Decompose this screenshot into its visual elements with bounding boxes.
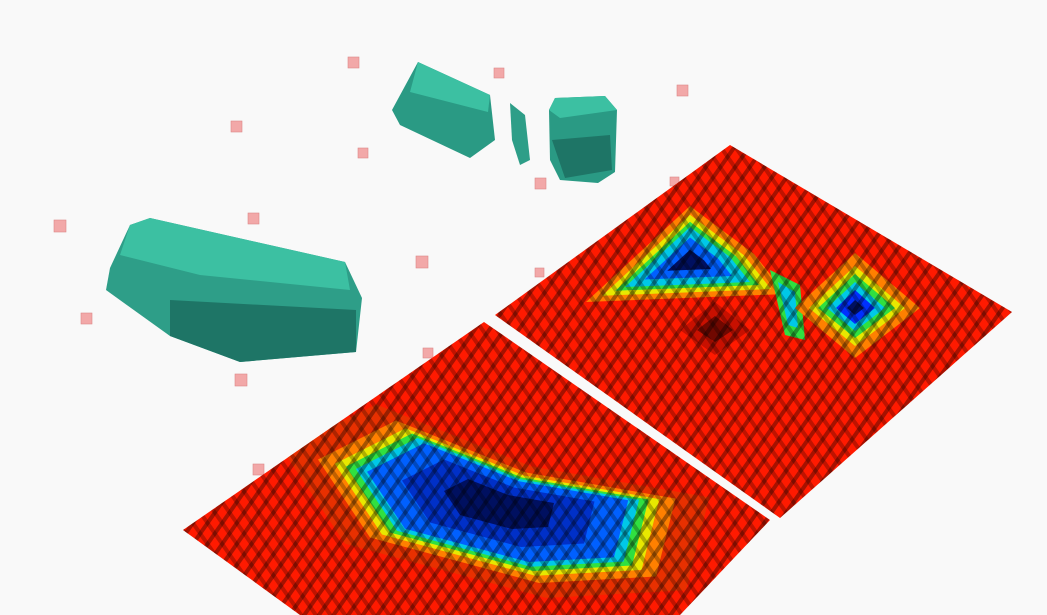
- isosurfaces: [106, 62, 617, 362]
- point-markers: [53, 56, 689, 476]
